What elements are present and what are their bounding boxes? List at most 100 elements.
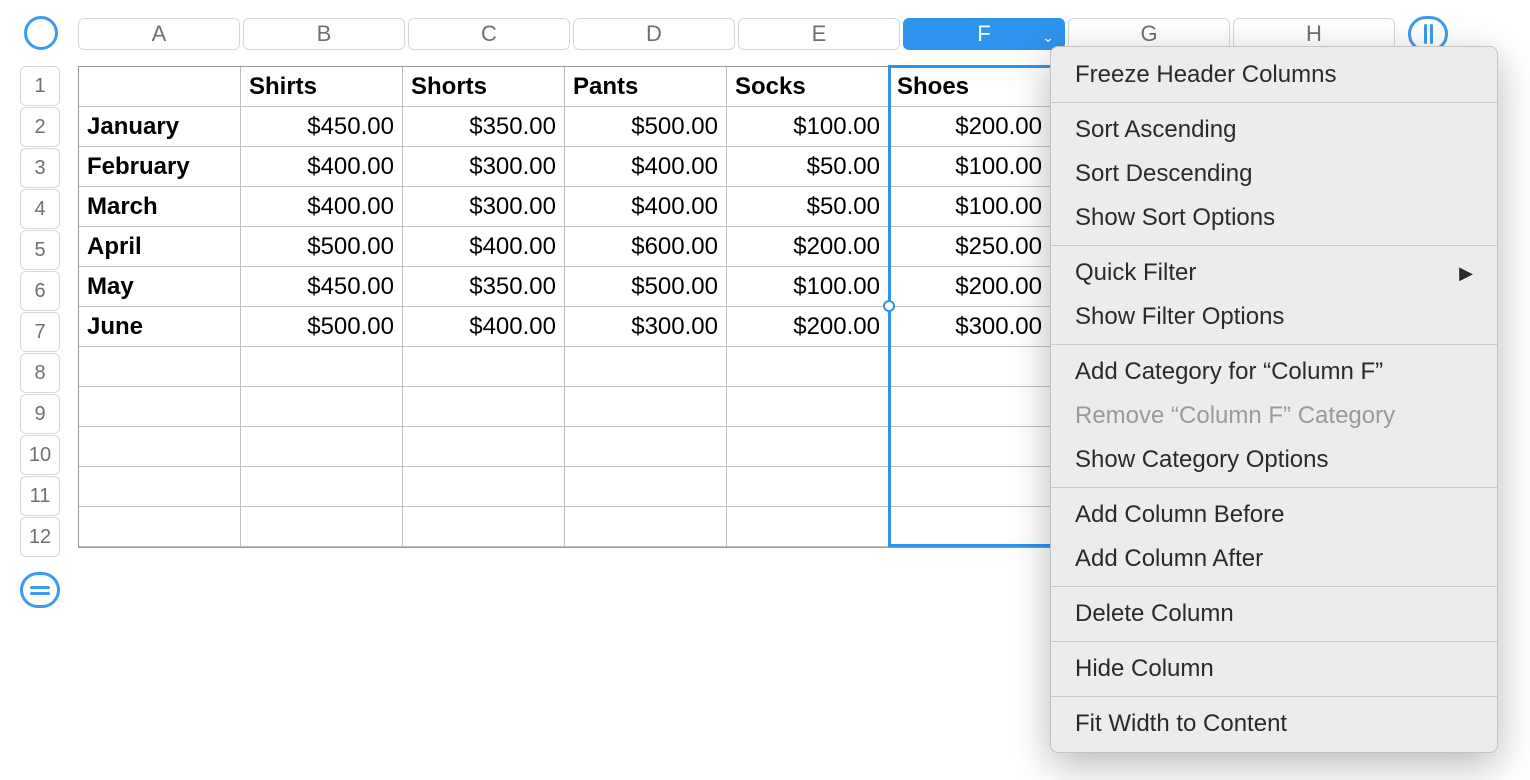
table-cell[interactable] (79, 427, 241, 467)
menu-show-sort-options[interactable]: Show Sort Options (1051, 196, 1497, 240)
table-cell[interactable] (403, 347, 565, 387)
menu-show-category-options[interactable]: Show Category Options (1051, 438, 1497, 482)
column-header-a[interactable]: A (78, 18, 240, 50)
row-header-2[interactable]: 2 (20, 107, 60, 147)
table-cell[interactable] (727, 507, 889, 547)
row-header-4[interactable]: 4 (20, 189, 60, 229)
table-cell[interactable]: $50.00 (727, 187, 889, 227)
table-cell[interactable]: $300.00 (565, 307, 727, 347)
table-cell[interactable]: $400.00 (241, 187, 403, 227)
table-cell[interactable]: $350.00 (403, 107, 565, 147)
table-cell[interactable]: $500.00 (241, 307, 403, 347)
table-cell[interactable]: $200.00 (889, 107, 1051, 147)
row-header-9[interactable]: 9 (20, 394, 60, 434)
table-cell[interactable] (79, 347, 241, 387)
row-header-7[interactable]: 7 (20, 312, 60, 352)
table-cell[interactable]: $400.00 (565, 187, 727, 227)
table-cell[interactable]: $300.00 (403, 147, 565, 187)
column-header-d[interactable]: D (573, 18, 735, 50)
row-header-11[interactable]: 11 (20, 476, 60, 516)
table-cell[interactable]: $600.00 (565, 227, 727, 267)
table-cell[interactable]: $300.00 (889, 307, 1051, 347)
table-cell[interactable]: January (79, 107, 241, 147)
table-cell[interactable]: $400.00 (565, 147, 727, 187)
menu-freeze-header-columns[interactable]: Freeze Header Columns (1051, 53, 1497, 97)
table-cell[interactable]: $500.00 (565, 267, 727, 307)
table-cell[interactable]: $100.00 (727, 267, 889, 307)
row-header-12[interactable]: 12 (20, 517, 60, 557)
table-cell[interactable] (241, 467, 403, 507)
table-cell[interactable]: $50.00 (727, 147, 889, 187)
row-header-3[interactable]: 3 (20, 148, 60, 188)
menu-add-category[interactable]: Add Category for “Column F” (1051, 350, 1497, 394)
table-header-cell[interactable]: Shoes (889, 67, 1051, 107)
table-cell[interactable]: $100.00 (889, 187, 1051, 227)
table-cell[interactable] (565, 427, 727, 467)
select-all-handle[interactable] (24, 16, 58, 50)
table-cell[interactable]: $400.00 (241, 147, 403, 187)
table-cell[interactable] (889, 347, 1051, 387)
menu-fit-width-to-content[interactable]: Fit Width to Content (1051, 702, 1497, 746)
menu-add-column-after[interactable]: Add Column After (1051, 537, 1497, 581)
column-header-c[interactable]: C (408, 18, 570, 50)
table-cell[interactable] (403, 387, 565, 427)
column-header-f[interactable]: F⌄ (903, 18, 1065, 50)
table-cell[interactable]: $450.00 (241, 107, 403, 147)
table-header-cell[interactable]: Shorts (403, 67, 565, 107)
menu-quick-filter[interactable]: Quick Filter ▶ (1051, 251, 1497, 295)
row-header-10[interactable]: 10 (20, 435, 60, 475)
menu-add-column-before[interactable]: Add Column Before (1051, 493, 1497, 537)
menu-sort-ascending[interactable]: Sort Ascending (1051, 108, 1497, 152)
table-cell[interactable] (727, 427, 889, 467)
table-cell[interactable] (241, 387, 403, 427)
table-cell[interactable] (565, 467, 727, 507)
table-cell[interactable] (565, 347, 727, 387)
table-cell[interactable]: $500.00 (565, 107, 727, 147)
table-cell[interactable]: $200.00 (727, 307, 889, 347)
table-cell[interactable] (889, 467, 1051, 507)
table-cell[interactable] (403, 507, 565, 547)
menu-hide-column[interactable]: Hide Column (1051, 647, 1497, 691)
table-cell[interactable] (727, 467, 889, 507)
menu-show-filter-options[interactable]: Show Filter Options (1051, 295, 1497, 339)
table-header-cell[interactable]: Socks (727, 67, 889, 107)
table-cell[interactable] (79, 387, 241, 427)
table-cell[interactable] (79, 467, 241, 507)
table-cell[interactable]: March (79, 187, 241, 227)
column-header-b[interactable]: B (243, 18, 405, 50)
table-cell[interactable] (79, 507, 241, 547)
column-header-e[interactable]: E (738, 18, 900, 50)
table-cell[interactable]: June (79, 307, 241, 347)
table-cell[interactable]: $450.00 (241, 267, 403, 307)
table-cell[interactable]: $100.00 (889, 147, 1051, 187)
table-cell[interactable]: $300.00 (403, 187, 565, 227)
table-cell[interactable] (727, 347, 889, 387)
table-cell[interactable] (241, 507, 403, 547)
menu-sort-descending[interactable]: Sort Descending (1051, 152, 1497, 196)
row-header-6[interactable]: 6 (20, 271, 60, 311)
table-cell[interactable] (565, 507, 727, 547)
table-cell[interactable]: April (79, 227, 241, 267)
table-cell[interactable]: $200.00 (889, 267, 1051, 307)
table-header-cell[interactable] (79, 67, 241, 107)
table-cell[interactable] (889, 507, 1051, 547)
table-cell[interactable]: $400.00 (403, 307, 565, 347)
table-cell[interactable]: $100.00 (727, 107, 889, 147)
row-header-1[interactable]: 1 (20, 66, 60, 106)
table-cell[interactable] (889, 427, 1051, 467)
table-cell[interactable] (403, 427, 565, 467)
table-cell[interactable] (241, 347, 403, 387)
table-cell[interactable] (889, 387, 1051, 427)
table-header-cell[interactable]: Pants (565, 67, 727, 107)
table-cell[interactable]: $250.00 (889, 227, 1051, 267)
table-cell[interactable]: May (79, 267, 241, 307)
table-cell[interactable]: February (79, 147, 241, 187)
table-cell[interactable]: $200.00 (727, 227, 889, 267)
table-cell[interactable] (565, 387, 727, 427)
table-cell[interactable]: $400.00 (403, 227, 565, 267)
table-cell[interactable]: $500.00 (241, 227, 403, 267)
chevron-down-icon[interactable]: ⌄ (1042, 29, 1054, 46)
table-cell[interactable] (241, 427, 403, 467)
menu-delete-column[interactable]: Delete Column (1051, 592, 1497, 636)
row-header-8[interactable]: 8 (20, 353, 60, 393)
